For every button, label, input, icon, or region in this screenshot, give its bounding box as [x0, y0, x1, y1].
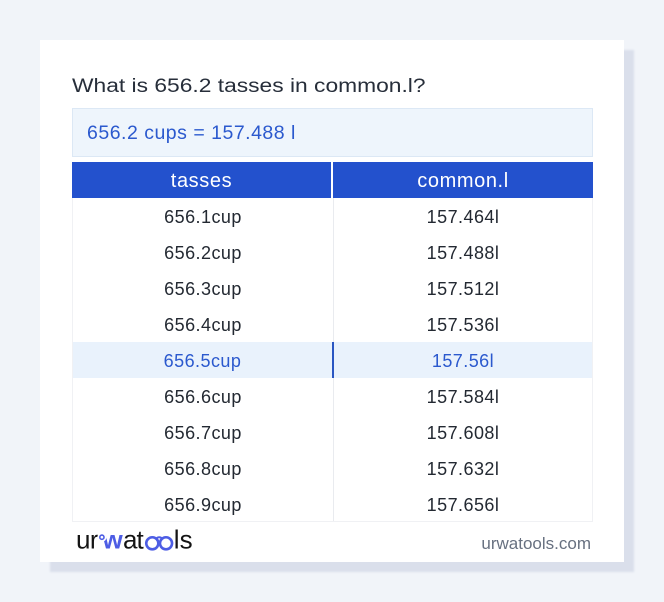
svg-text:at: at	[123, 527, 144, 555]
svg-text:ur: ur	[76, 527, 99, 555]
svg-text:w: w	[102, 527, 124, 555]
svg-text:ls: ls	[174, 527, 193, 555]
